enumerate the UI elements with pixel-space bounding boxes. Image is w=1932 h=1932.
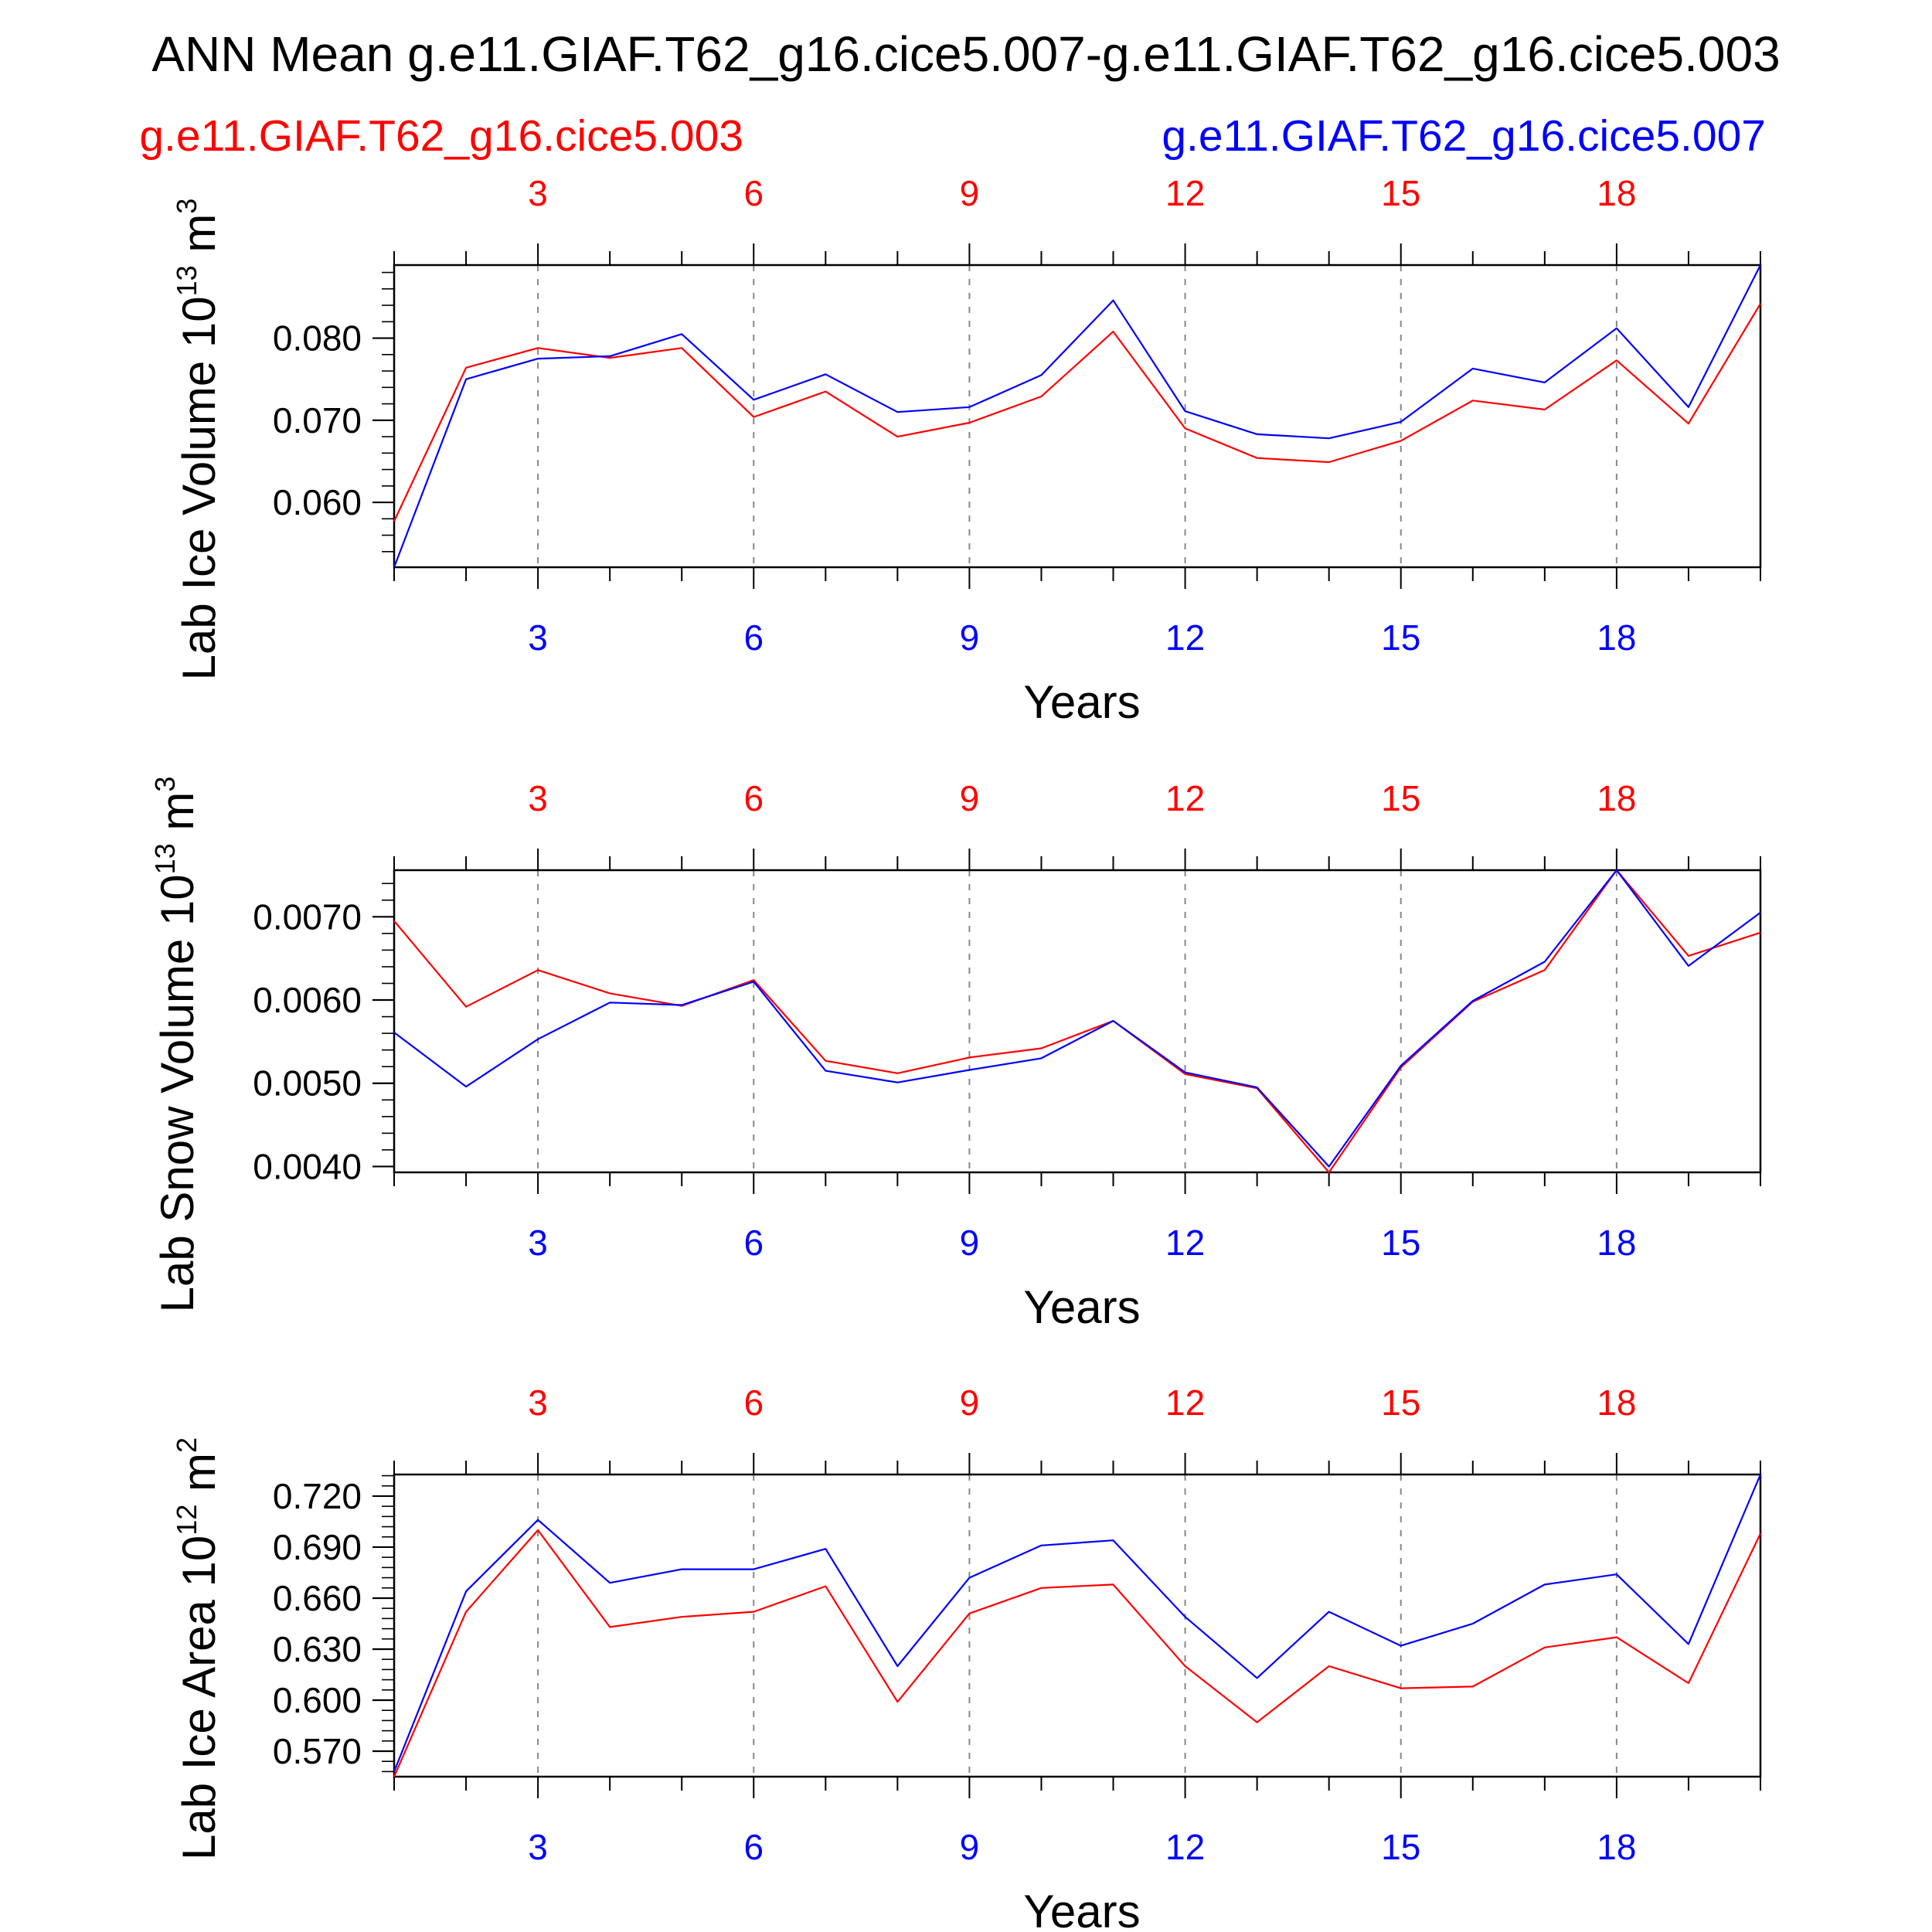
- plot-frame: [393, 264, 1762, 569]
- series-line: [393, 1474, 1762, 1772]
- x-tick-label-bottom: 15: [1381, 1827, 1420, 1867]
- x-tick-label-bottom: 6: [743, 617, 764, 658]
- x-tick-label-bottom: 12: [1165, 1827, 1205, 1867]
- y-tick-label: 0.600: [273, 1680, 362, 1720]
- x-tick-label-top: 3: [528, 173, 548, 213]
- x-tick-label-top: 3: [528, 1383, 548, 1423]
- y-axis-label: Lab Ice Area 1012 m2: [171, 1437, 225, 1860]
- y-tick-label: 0.060: [273, 482, 362, 522]
- x-tick-label-bottom: 3: [528, 1223, 548, 1263]
- x-axis-label: Years: [1023, 676, 1140, 728]
- panel-2: 3 3 6 6 9 9 12 12 15 15 18 18 0.0040 0.0050 0.0060 0.00…: [149, 777, 1762, 1333]
- x-tick-label-bottom: 3: [528, 617, 548, 658]
- plot-frame: [393, 869, 1762, 1174]
- x-tick-label-top: 6: [743, 1383, 764, 1423]
- y-tick-label: 0.0050: [253, 1063, 362, 1104]
- x-axis-label: Years: [1023, 1281, 1140, 1333]
- x-tick-label-top: 9: [960, 1383, 980, 1423]
- x-tick-label-top: 12: [1165, 778, 1205, 818]
- x-tick-label-top: 18: [1597, 173, 1636, 213]
- x-tick-label-top: 18: [1597, 778, 1636, 818]
- x-tick-label-bottom: 15: [1381, 1223, 1420, 1263]
- y-axis-label: Lab Snow Volume 1013 m3: [149, 777, 203, 1313]
- x-axis-label: Years: [1023, 1886, 1140, 1932]
- series-line: [393, 264, 1761, 568]
- x-tick-label-bottom: 3: [528, 1827, 548, 1867]
- y-tick-label: 0.570: [273, 1731, 362, 1771]
- x-tick-label-bottom: 12: [1165, 1223, 1205, 1263]
- y-tick-label: 0.0070: [253, 896, 362, 937]
- plot-frame: [393, 1473, 1762, 1778]
- x-tick-label-top: 15: [1381, 1383, 1420, 1423]
- y-tick-label: 0.720: [273, 1476, 362, 1516]
- legend-case-007: g.e11.GIAF.T62_g16.cice5.007: [1162, 111, 1766, 161]
- x-tick-label-bottom: 15: [1381, 617, 1420, 658]
- panel-3: 3 3 6 6 9 9 12 12 15 15 18 18 0.570 0.600 0.630 0.660 0.…: [171, 1383, 1762, 1932]
- x-tick-label-top: 6: [743, 778, 764, 818]
- y-tick-label: 0.690: [273, 1527, 362, 1567]
- x-tick-label-top: 9: [960, 778, 980, 818]
- y-tick-label: 0.080: [273, 318, 362, 359]
- series-line: [393, 303, 1761, 522]
- y-axis-label: Lab Ice Volume 1013 m3: [171, 199, 225, 681]
- legend-case-003: g.e11.GIAF.T62_g16.cice5.003: [139, 111, 743, 161]
- x-tick-label-bottom: 18: [1597, 1223, 1636, 1263]
- x-tick-label-top: 6: [743, 173, 764, 213]
- y-tick-label: 0.660: [273, 1578, 362, 1618]
- x-tick-label-bottom: 6: [743, 1223, 764, 1263]
- x-tick-label-bottom: 9: [960, 1223, 980, 1263]
- x-tick-label-top: 9: [960, 173, 980, 213]
- y-tick-label: 0.0060: [253, 980, 362, 1020]
- x-tick-label-bottom: 18: [1597, 1827, 1636, 1867]
- x-tick-label-top: 15: [1381, 173, 1420, 213]
- x-tick-label-bottom: 6: [743, 1827, 764, 1867]
- x-tick-label-top: 12: [1165, 173, 1205, 213]
- chart-title: ANN Mean g.e11.GIAF.T62_g16.cice5.007-g.…: [151, 26, 1780, 82]
- x-tick-label-top: 3: [528, 778, 548, 818]
- series-line: [393, 1529, 1761, 1777]
- x-tick-label-bottom: 9: [960, 1827, 980, 1867]
- series-line: [393, 869, 1761, 1174]
- x-tick-label-bottom: 9: [960, 617, 980, 658]
- y-tick-label: 0.070: [273, 400, 362, 440]
- x-tick-label-top: 18: [1597, 1383, 1636, 1423]
- panel-1: 3 3 6 6 9 9 12 12 15 15 18 18 0.060 0.070 0.080 Years La…: [171, 173, 1762, 728]
- panels: 3 3 6 6 9 9 12 12 15 15 18 18 0.060 0.070 0.080 Years La…: [149, 173, 1762, 1932]
- x-tick-label-bottom: 18: [1597, 617, 1636, 658]
- y-tick-label: 0.0040: [253, 1146, 362, 1186]
- x-tick-label-top: 15: [1381, 778, 1420, 818]
- series-line: [393, 869, 1761, 1168]
- x-tick-label-top: 12: [1165, 1383, 1205, 1423]
- x-tick-label-bottom: 12: [1165, 617, 1205, 658]
- y-tick-label: 0.630: [273, 1629, 362, 1669]
